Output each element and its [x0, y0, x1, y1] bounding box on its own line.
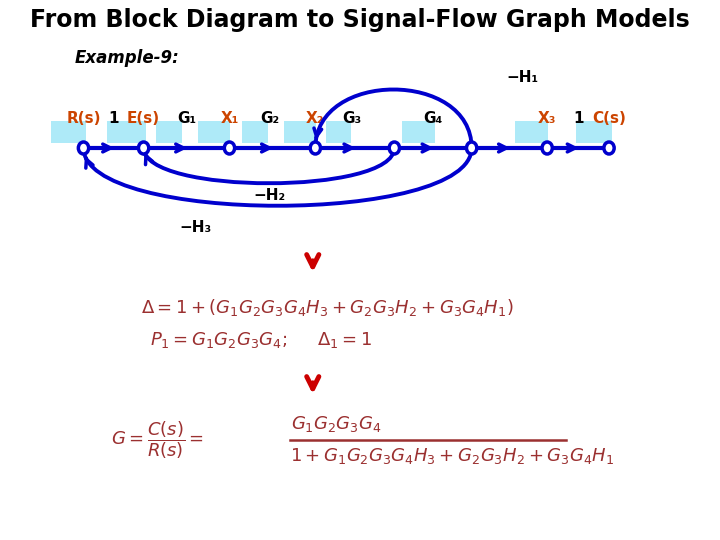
- Circle shape: [311, 143, 320, 153]
- Circle shape: [467, 143, 476, 153]
- Text: $\Delta_1 =1$: $\Delta_1 =1$: [317, 330, 372, 350]
- FancyBboxPatch shape: [156, 121, 182, 143]
- FancyBboxPatch shape: [402, 121, 435, 143]
- Circle shape: [225, 143, 234, 153]
- FancyBboxPatch shape: [243, 121, 268, 143]
- Text: $P_1=G_1G_2G_3G_4;$: $P_1=G_1G_2G_3G_4;$: [150, 330, 287, 350]
- Text: X₂: X₂: [306, 111, 325, 126]
- Text: $1+G_1G_2G_3G_4H_3+G_2G_3H_2+G_3G_4H_1$: $1+G_1G_2G_3G_4H_3+G_2G_3H_2+G_3G_4H_1$: [289, 446, 613, 466]
- Text: 1: 1: [108, 111, 119, 126]
- Text: 1: 1: [573, 111, 583, 126]
- Text: $G_1G_2G_3G_4$: $G_1G_2G_3G_4$: [292, 414, 382, 434]
- FancyBboxPatch shape: [50, 121, 86, 143]
- FancyBboxPatch shape: [325, 121, 351, 143]
- Text: Example-9:: Example-9:: [75, 49, 180, 67]
- Text: X₃: X₃: [538, 111, 557, 126]
- Text: G₃: G₃: [342, 111, 361, 126]
- Text: From Block Diagram to Signal-Flow Graph Models: From Block Diagram to Signal-Flow Graph …: [30, 8, 690, 32]
- Circle shape: [79, 143, 88, 153]
- FancyBboxPatch shape: [516, 121, 548, 143]
- Text: G₁: G₁: [177, 111, 196, 126]
- FancyBboxPatch shape: [107, 121, 146, 143]
- FancyBboxPatch shape: [575, 121, 611, 143]
- Text: $\Delta=1+(G_1G_2G_3G_4H_3 +G_2G_3H_2 +G_3G_4H_1)$: $\Delta=1+(G_1G_2G_3G_4H_3 +G_2G_3H_2 +G…: [141, 298, 513, 319]
- Text: E(s): E(s): [127, 111, 160, 126]
- Text: C(s): C(s): [592, 111, 626, 126]
- Text: G₂: G₂: [260, 111, 279, 126]
- Text: R(s): R(s): [66, 111, 101, 126]
- Text: −H₃: −H₃: [179, 220, 211, 235]
- FancyBboxPatch shape: [198, 121, 230, 143]
- Text: X₁: X₁: [220, 111, 238, 126]
- Text: G₄: G₄: [423, 111, 443, 126]
- Text: −H₂: −H₂: [253, 187, 286, 202]
- Circle shape: [139, 143, 148, 153]
- Text: $G=\dfrac{C(s)}{R(s)}=$: $G=\dfrac{C(s)}{R(s)}=$: [111, 419, 204, 461]
- FancyBboxPatch shape: [284, 121, 316, 143]
- Circle shape: [390, 143, 399, 153]
- Text: −H₁: −H₁: [506, 71, 538, 85]
- Circle shape: [543, 143, 552, 153]
- Circle shape: [605, 143, 613, 153]
